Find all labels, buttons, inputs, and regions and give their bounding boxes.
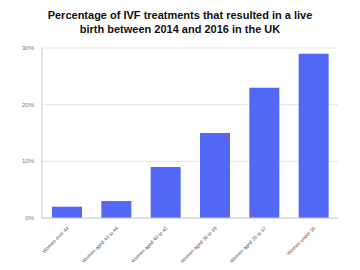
svg-text:Women aged 40 to 42: Women aged 40 to 42 xyxy=(130,225,169,264)
html-text:Percentage of IVF treatments t: Percentage of IVF treatments that result… xyxy=(47,9,313,35)
svg-text:Women over 44: Women over 44 xyxy=(41,225,70,254)
svg-text:10%: 10% xyxy=(22,158,35,164)
svg-text:Women under 35: Women under 35 xyxy=(285,225,316,256)
svg-text:Women aged 38 to 39: Women aged 38 to 39 xyxy=(179,225,218,264)
svg-text:Women aged 43 to 44: Women aged 43 to 44 xyxy=(80,225,119,264)
svg-text:20%: 20% xyxy=(22,102,35,108)
svg-text:0%: 0% xyxy=(25,215,34,221)
svg-text:Women aged 35 to 37: Women aged 35 to 37 xyxy=(228,225,267,264)
svg-text:30%: 30% xyxy=(22,45,35,51)
